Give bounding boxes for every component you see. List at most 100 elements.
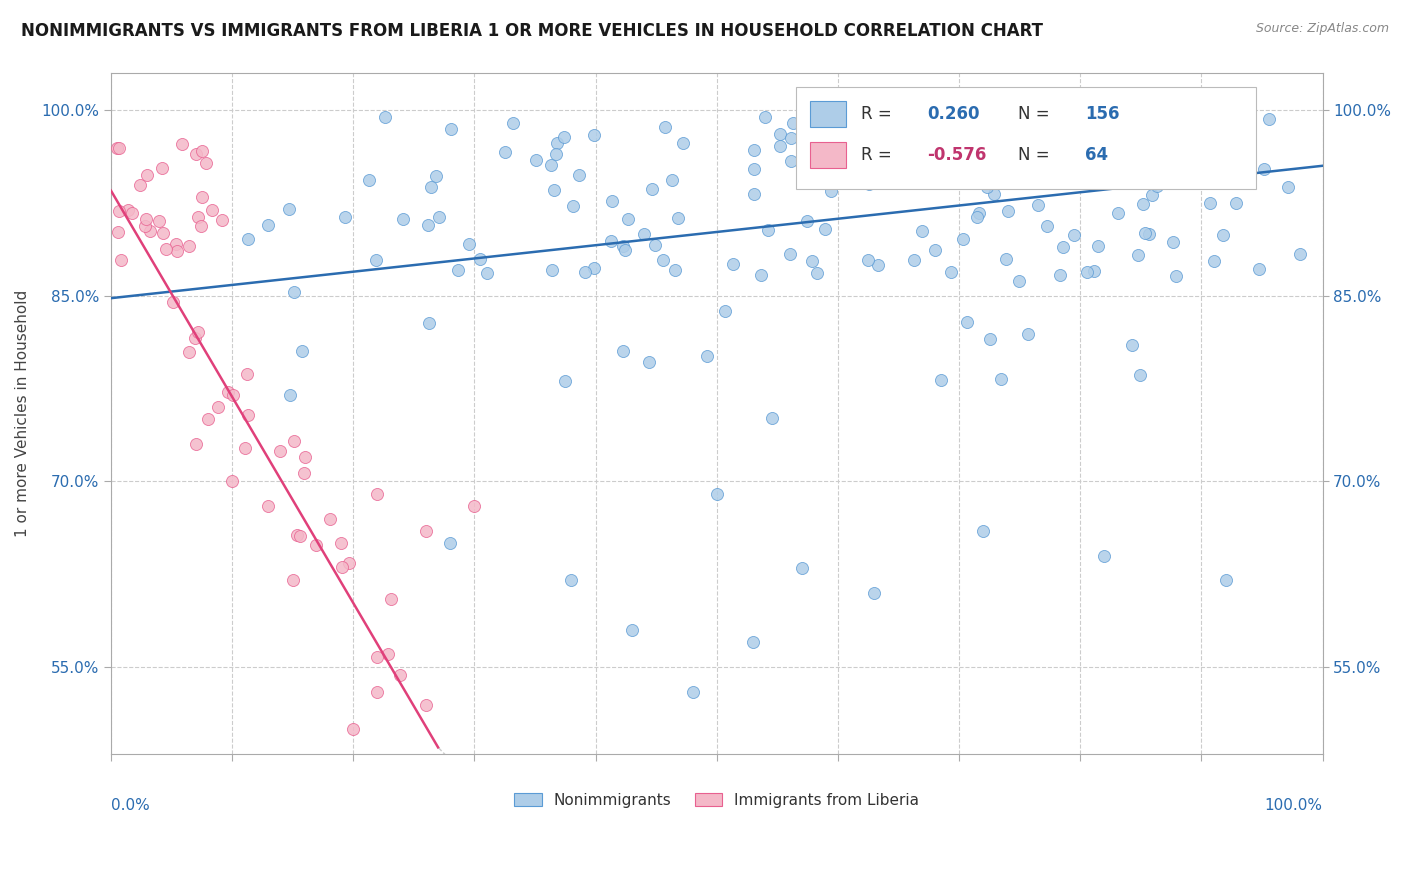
Point (560, 574, 582, 588)
Point (1129, 368, 1152, 382)
Point (162, 294, 184, 309)
Point (281, 574, 304, 588)
Point (952, 232, 974, 246)
Point (543, 182, 565, 196)
Point (1249, 262, 1271, 277)
Point (984, 167, 1007, 181)
Point (1000, 146, 1022, 161)
Point (990, 371, 1012, 385)
Point (184, 437, 207, 451)
Point (1202, 254, 1225, 268)
Bar (810, 101, 846, 127)
Text: N =: N = (1018, 145, 1056, 163)
Point (976, 179, 998, 194)
Point (236, 408, 259, 422)
Point (366, 650, 388, 665)
Point (568, 168, 591, 182)
Point (846, 113, 869, 128)
Point (1132, 196, 1154, 211)
Point (233, 442, 256, 456)
Point (612, 343, 634, 358)
Point (911, 224, 934, 238)
Text: R =: R = (860, 105, 897, 123)
Point (190, 219, 212, 234)
Point (967, 206, 990, 220)
Point (197, 412, 219, 426)
Point (475, 266, 498, 280)
Point (749, 268, 772, 282)
Point (714, 303, 737, 318)
Point (288, 529, 311, 543)
Point (801, 253, 824, 268)
Point (135, 168, 157, 182)
Point (1047, 141, 1070, 155)
Point (696, 349, 718, 363)
Point (540, 158, 562, 172)
Point (333, 210, 356, 224)
Point (305, 538, 328, 552)
Point (1017, 327, 1039, 342)
Point (221, 475, 243, 489)
Point (638, 355, 661, 369)
Point (868, 258, 890, 272)
Point (1052, 240, 1074, 254)
Point (620, 623, 643, 637)
Point (966, 211, 988, 225)
Point (761, 411, 783, 425)
Point (201, 202, 224, 217)
Point (1142, 187, 1164, 202)
Point (148, 214, 170, 228)
Point (796, 214, 818, 228)
Point (257, 499, 280, 513)
Point (427, 210, 450, 224)
Bar (796, 87, 1256, 189)
Point (614, 243, 637, 257)
Point (152, 226, 174, 240)
Point (863, 585, 886, 599)
Point (285, 527, 308, 541)
Text: Source: ZipAtlas.com: Source: ZipAtlas.com (1256, 22, 1389, 36)
Text: 100.0%: 100.0% (1264, 797, 1323, 813)
Point (956, 315, 979, 329)
Point (1000, 175, 1022, 189)
Point (291, 344, 314, 359)
Point (924, 160, 946, 174)
Point (166, 244, 188, 259)
Text: 0.0%: 0.0% (111, 797, 149, 813)
Point (357, 173, 380, 187)
Point (191, 190, 214, 204)
Y-axis label: 1 or more Vehicles in Household: 1 or more Vehicles in Household (15, 290, 30, 537)
Point (814, 222, 837, 236)
Point (342, 722, 364, 736)
Point (278, 388, 301, 402)
Point (1212, 227, 1234, 242)
Point (924, 169, 946, 183)
Point (924, 244, 946, 258)
Point (960, 150, 983, 164)
Point (207, 400, 229, 414)
Point (1164, 268, 1187, 283)
Point (1076, 265, 1098, 279)
Point (494, 145, 516, 160)
Bar (810, 142, 846, 168)
Point (553, 129, 575, 144)
Point (377, 648, 399, 662)
Point (1225, 195, 1247, 210)
Point (1215, 574, 1237, 588)
Point (983, 187, 1005, 202)
Point (1094, 549, 1116, 563)
Point (654, 120, 676, 134)
Text: 64: 64 (1085, 145, 1108, 163)
Point (779, 246, 801, 260)
Point (928, 115, 950, 129)
Point (187, 210, 209, 224)
Point (439, 122, 461, 136)
Point (541, 263, 564, 277)
Point (108, 204, 131, 219)
Point (582, 260, 605, 275)
Point (744, 143, 766, 157)
Point (470, 252, 492, 267)
Point (1011, 141, 1033, 155)
Point (330, 560, 353, 574)
Point (1135, 226, 1157, 240)
